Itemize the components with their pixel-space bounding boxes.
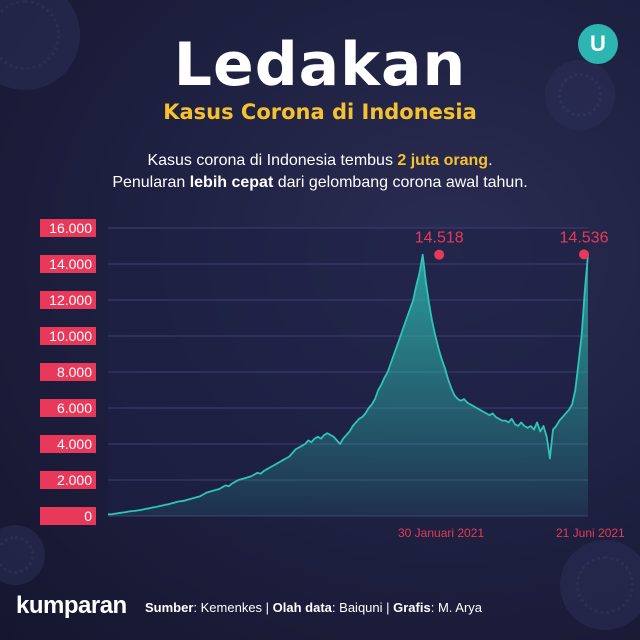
kumparan-u-badge-icon: U [578,24,618,64]
y-tick-label: 16.000 [40,219,96,237]
y-tick-label: 2.000 [40,471,96,489]
y-tick-label: 6.000 [40,399,96,417]
credit-value: Kemenkes [200,600,263,615]
y-tick-label: 0 [40,507,96,525]
series-line [107,253,589,516]
credit-value: M. Arya [437,600,483,615]
description-highlight: 2 juta orang [397,152,489,169]
peak-marker [579,249,589,260]
credit-label: Sumber [145,600,194,615]
credit-line: Sumber: Kemenkes | Olah data: Baiquni | … [145,600,483,615]
description-bold: lebih cepat [189,174,274,191]
y-tick-label: 8.000 [40,363,96,381]
virus-decoration-icon [0,0,80,90]
x-axis-label: 30 Januari 2021 [398,526,485,540]
description-text: dari gelombang corona awal tahun. [273,174,528,191]
x-axis-label: 21 Juni 2021 [556,526,625,540]
peak-label: 14.536 [560,229,609,246]
y-tick-label: 10.000 [40,327,96,345]
description-line-2: Penularan lebih cepat dari gelombang cor… [0,174,640,192]
page-subtitle: Kasus Corona di Indonesia [163,100,477,124]
virus-decoration-icon [560,540,640,630]
y-tick-label: 14.000 [40,255,96,273]
y-tick-label: 12.000 [40,291,96,309]
peak-marker [434,249,445,260]
credit-label: Grafis [393,600,431,615]
virus-decoration-icon [545,60,615,130]
description-text: Penularan [112,174,190,191]
y-tick-label: 4.000 [40,435,96,453]
description-text: Kasus corona di Indonesia tembus [147,152,398,169]
credit-value: Baiquni [339,600,383,615]
series-area [108,254,588,516]
description-line-1: Kasus corona di Indonesia tembus 2 juta … [0,152,640,170]
credit-label: Olah data [272,600,332,615]
peak-label: 14.518 [415,230,464,247]
page-title: Ledakan [173,30,467,100]
description-text: . [488,152,493,169]
kumparan-logo: kumparan [16,592,127,619]
